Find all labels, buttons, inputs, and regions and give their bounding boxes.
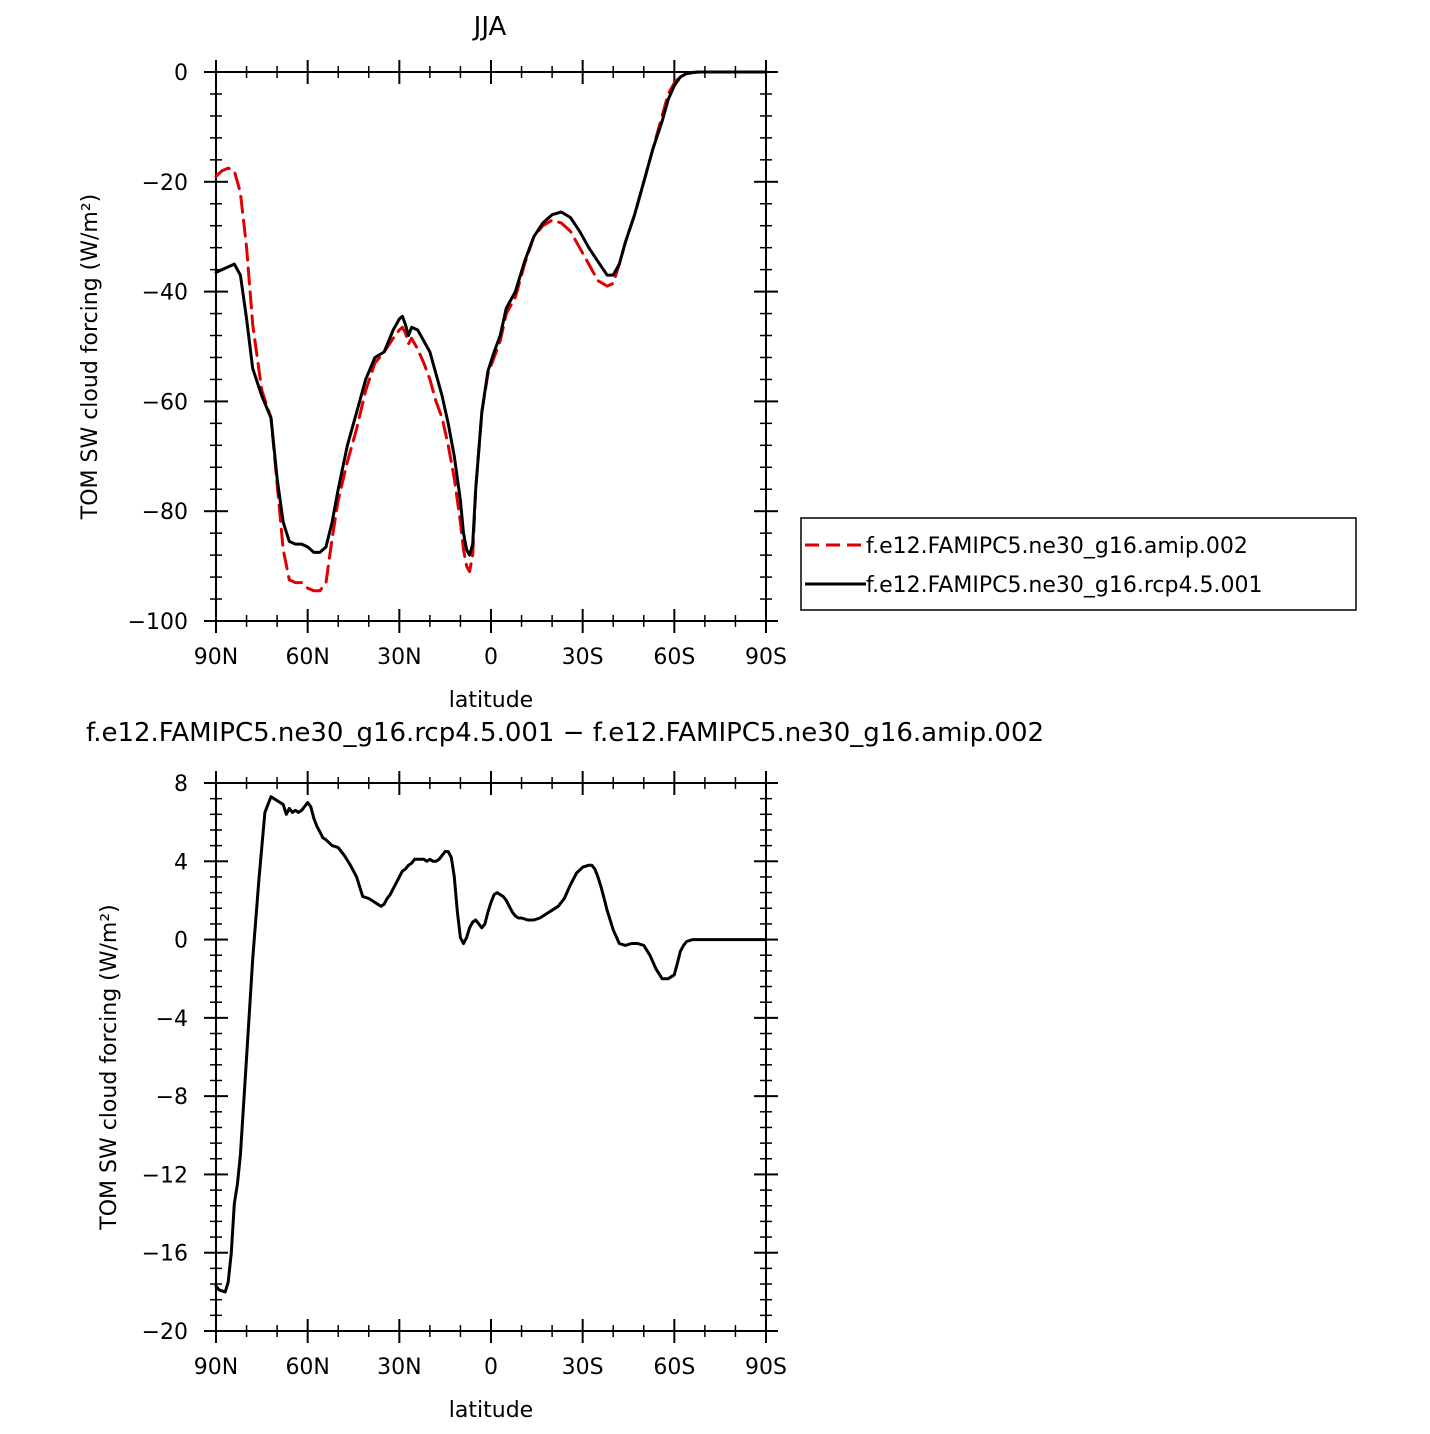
bottom-series-line-black [214,795,768,1294]
top-y-tick-label: −40 [142,281,188,306]
legend-label-amip: f.e12.FAMIPC5.ne30_g16.amip.002 [866,534,1248,559]
top-panel-title: JJA [472,12,507,42]
top-y-tick-label: 0 [174,61,188,86]
top-panel-y-axis-label: TOM SW cloud forcing (W/m²) [78,194,103,520]
top-x-tick-label: 60S [653,645,695,670]
top-x-tick-label: 0 [484,645,498,670]
bottom-panel-y-axis-label: TOM SW cloud forcing (W/m²) [97,904,122,1230]
bottom-panel-x-axis-label: latitude [449,1398,533,1423]
bottom-x-tick-label: 30S [562,1355,604,1380]
bottom-y-tick-label: −4 [156,1007,188,1032]
top-series-line-red-dashed [214,70,768,593]
bottom-x-tick-label: 30N [377,1355,421,1380]
bottom-plot-frame [215,782,767,1332]
bottom-y-tick-label: −20 [142,1320,188,1345]
top-y-tick-label: −100 [128,610,188,635]
legend: f.e12.FAMIPC5.ne30_g16.amip.002 f.e12.FA… [800,517,1357,611]
top-y-tick-label: −20 [142,171,188,196]
top-x-tick-label: 90N [194,645,238,670]
bottom-x-tick-label: 0 [484,1355,498,1380]
bottom-x-tick-label: 60S [653,1355,695,1380]
legend-box [800,517,1357,611]
bottom-panel-title: f.e12.FAMIPC5.ne30_g16.rcp4.5.001 − f.e1… [86,718,1044,748]
bottom-y-tick-label: −16 [142,1242,188,1267]
top-plot-frame [215,71,767,622]
bottom-y-tick-label: −12 [142,1163,188,1188]
bottom-x-tick-label: 90N [194,1355,238,1380]
bottom-panel-difference: f.e12.FAMIPC5.ne30_g16.rcp4.5.001 − f.e1… [86,718,1044,1423]
top-series-line-black [214,70,768,557]
bottom-y-tick-label: −8 [156,1085,188,1110]
top-panel-x-axis-label: latitude [449,688,533,713]
top-panel-jja: JJA latitude TOM SW cloud forcing (W/m²)… [78,12,787,713]
bottom-y-tick-label: 4 [174,850,188,875]
top-x-tick-label: 90S [745,645,787,670]
legend-label-rcp45: f.e12.FAMIPC5.ne30_g16.rcp4.5.001 [866,573,1262,598]
top-x-tick-label: 30N [377,645,421,670]
bottom-x-tick-label: 90S [745,1355,787,1380]
top-y-tick-label: −80 [142,500,188,525]
top-y-tick-label: −60 [142,390,188,415]
bottom-y-tick-label: 8 [174,772,188,797]
bottom-x-tick-label: 60N [285,1355,329,1380]
bottom-y-tick-label: 0 [174,929,188,954]
top-x-tick-label: 30S [562,645,604,670]
top-x-tick-label: 60N [285,645,329,670]
